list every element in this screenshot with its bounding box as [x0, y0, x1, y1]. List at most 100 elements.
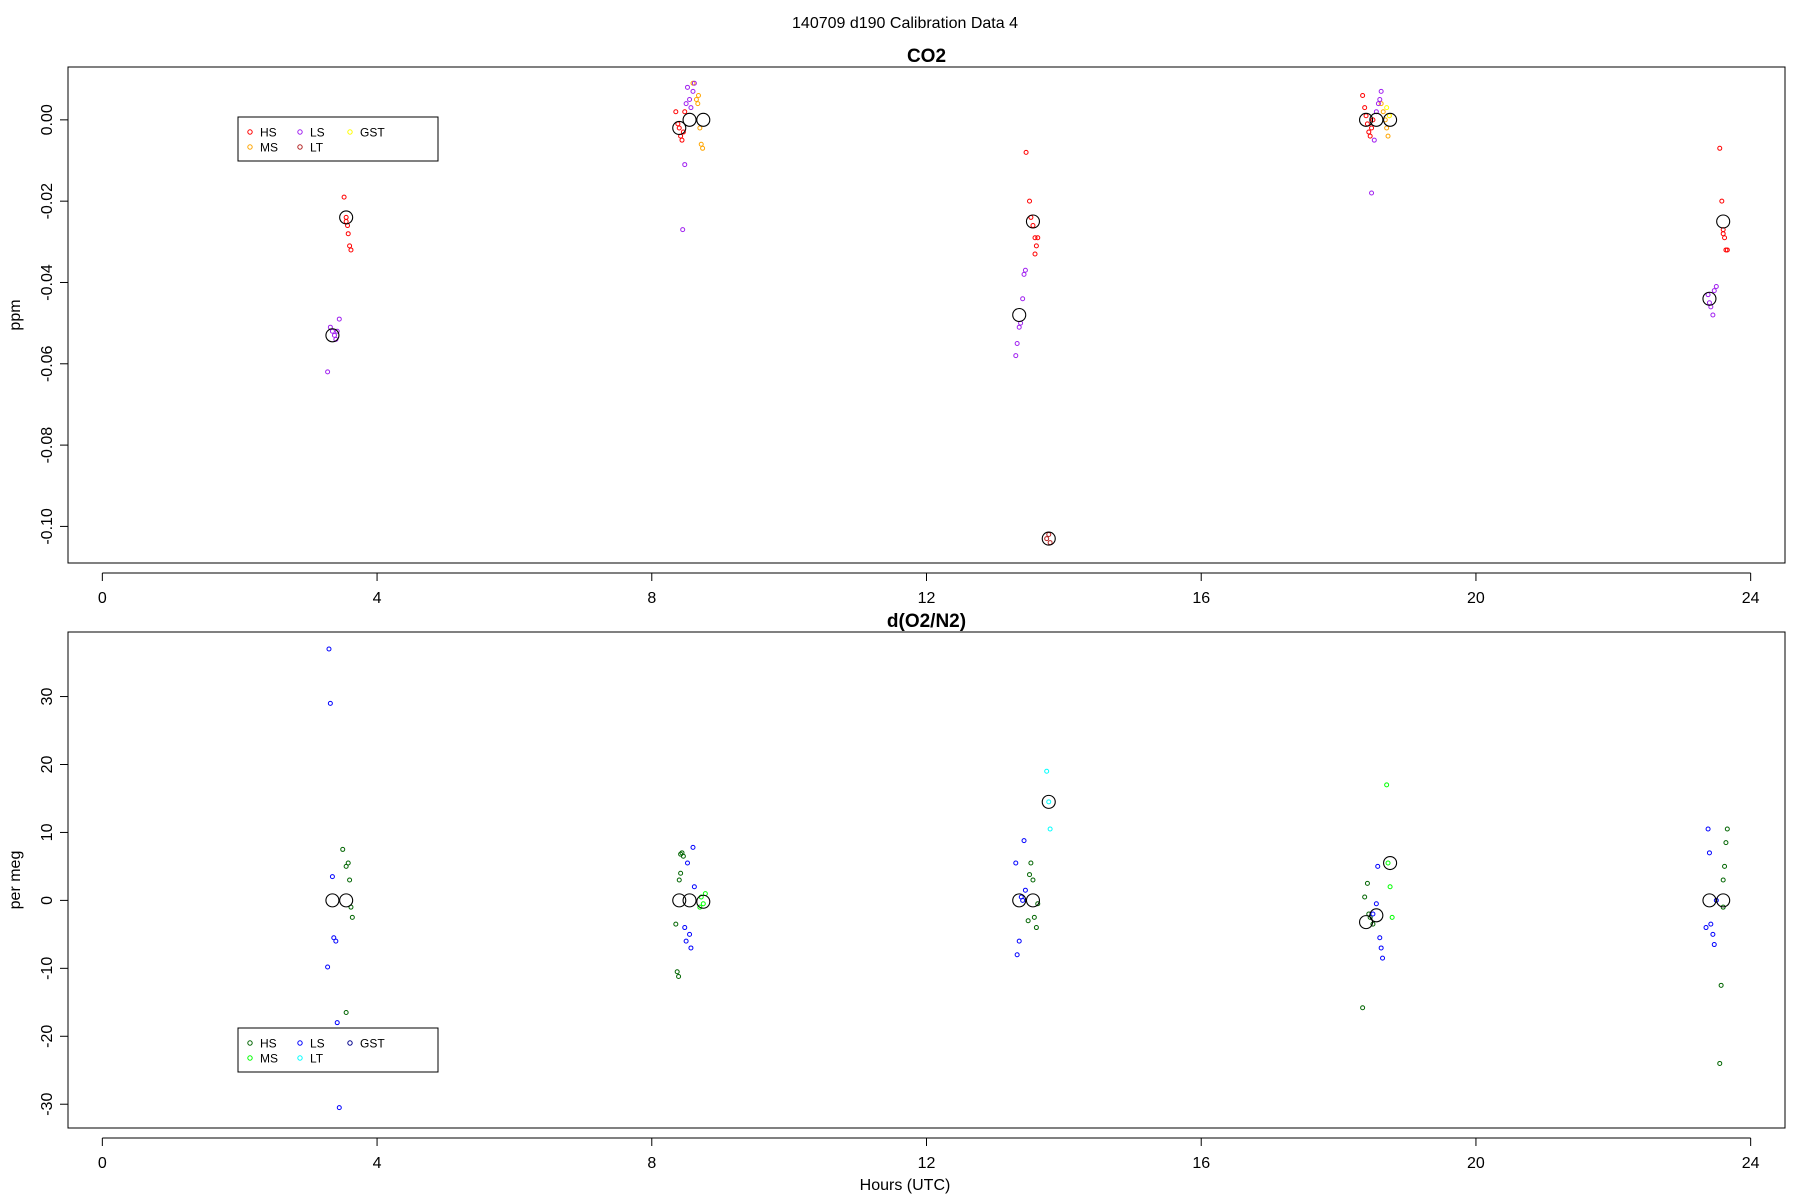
data-point [1373, 901, 1379, 907]
average-point [339, 210, 354, 225]
average-point [339, 893, 354, 908]
data-point [1044, 536, 1050, 542]
data-point [1703, 925, 1709, 931]
data-point [1033, 243, 1039, 249]
data-point [1035, 901, 1041, 907]
data-point [325, 369, 331, 375]
data-point [1722, 235, 1728, 241]
data-point [1719, 198, 1725, 204]
series-lt [1044, 768, 1053, 832]
data-point [1022, 887, 1028, 893]
y-tick-label: -0.06 [39, 345, 56, 382]
data-point [1389, 914, 1395, 920]
data-point [1364, 880, 1370, 886]
data-point [673, 109, 679, 115]
x-axis-label: Hours (UTC) [860, 1177, 951, 1194]
x-tick-label: 20 [1467, 590, 1485, 607]
y-axis-label: ppm [7, 299, 24, 330]
legend-marker [297, 1055, 303, 1061]
average-point [672, 120, 687, 136]
data-point [1723, 840, 1729, 846]
average-point [682, 893, 697, 908]
series-ms [690, 80, 1392, 151]
data-point [1020, 897, 1026, 903]
y-tick-label: 20 [39, 755, 56, 773]
average-point [1702, 291, 1717, 306]
data-point [348, 247, 354, 253]
legend-label: LS [310, 1037, 325, 1051]
y-axis-label: per meg [7, 851, 24, 910]
data-point [341, 194, 347, 200]
x-tick-label: 16 [1192, 1155, 1210, 1172]
data-point [680, 129, 686, 135]
data-point [1370, 117, 1376, 123]
data-point [345, 231, 351, 237]
data-point [687, 931, 693, 937]
data-point [1385, 133, 1391, 139]
average-point [1025, 893, 1041, 908]
x-tick-label: 4 [373, 590, 382, 607]
average-point [1359, 112, 1374, 127]
data-point [684, 84, 690, 90]
data-point [682, 109, 688, 115]
data-point [329, 328, 335, 334]
data-point [333, 938, 339, 944]
data-point [1717, 1060, 1723, 1066]
data-point [676, 125, 682, 131]
series-ls [325, 80, 1719, 375]
panel-title: d(O2/N2) [887, 611, 966, 632]
legend-label: LS [310, 126, 325, 140]
average-point [696, 112, 711, 127]
figure-title: 140709 d190 Calibration Data 4 [792, 15, 1018, 32]
average-point [1369, 112, 1384, 127]
data-point [690, 844, 696, 850]
data-point [326, 646, 332, 652]
x-tick-label: 0 [98, 590, 107, 607]
data-point [679, 137, 685, 143]
y-tick-label: -0.02 [39, 183, 56, 220]
data-point [1360, 92, 1366, 98]
legend-marker [247, 129, 253, 135]
data-point [1387, 884, 1393, 890]
x-tick-label: 0 [98, 1155, 107, 1172]
data-point [1021, 271, 1027, 277]
data-point [682, 162, 688, 168]
data-point [1023, 149, 1029, 155]
data-point [1016, 938, 1022, 944]
data-point [1711, 288, 1717, 294]
average-point [1383, 112, 1398, 127]
x-tick-label: 24 [1742, 1155, 1760, 1172]
data-point [1385, 860, 1391, 866]
y-tick-label: -0.08 [39, 427, 56, 464]
legend-marker [247, 1055, 253, 1061]
legend-marker [297, 129, 303, 135]
series-lt [1044, 532, 1053, 546]
data-point [1367, 133, 1373, 139]
average-point [1716, 214, 1731, 229]
data-point [336, 1105, 342, 1111]
data-point [1028, 860, 1034, 866]
data-point [1025, 918, 1031, 924]
data-point [1708, 921, 1714, 927]
x-tick-label: 20 [1467, 1155, 1485, 1172]
x-tick-label: 24 [1742, 590, 1760, 607]
legend-marker [297, 1040, 303, 1046]
data-point [1375, 101, 1381, 107]
legend-marker [247, 144, 253, 150]
data-point [1378, 88, 1384, 94]
data-point [343, 1009, 349, 1015]
data-point [1386, 113, 1392, 119]
data-point [1705, 826, 1711, 832]
data-point [1706, 300, 1712, 306]
average-point [1025, 214, 1041, 229]
data-point [334, 1020, 340, 1026]
y-tick-label: -10 [39, 957, 56, 980]
data-point [1044, 768, 1050, 774]
average-point [1359, 915, 1374, 930]
x-tick-label: 8 [647, 590, 656, 607]
data-point [1375, 863, 1381, 869]
data-point [691, 884, 697, 890]
data-point [1030, 223, 1036, 229]
data-point [1717, 145, 1723, 151]
